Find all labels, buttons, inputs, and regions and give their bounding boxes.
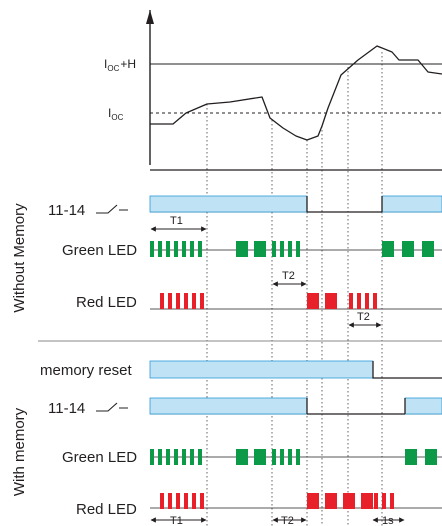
led-pulse <box>307 293 319 309</box>
led-pulse <box>405 449 417 465</box>
led-pulse <box>198 449 202 465</box>
without-memory-group: Without Memory 11-14 T1 Green LED T2 Red… <box>11 195 442 328</box>
t2-red-label: T2 <box>357 311 370 323</box>
led-pulse <box>176 493 180 509</box>
current-graph: IOC+H IOC <box>104 10 442 171</box>
relay-on-bar <box>404 397 442 415</box>
one-second-label: 1s <box>382 515 394 526</box>
led-pulse <box>166 241 170 257</box>
led-pulse <box>190 449 194 465</box>
led-pulse <box>390 493 394 509</box>
led-pulse <box>325 293 337 309</box>
led-pulse <box>349 293 353 309</box>
led-pulse <box>343 493 355 509</box>
led-pulse <box>296 449 300 465</box>
relay-off-trace <box>306 196 383 213</box>
green-led-label: Green LED <box>62 242 137 259</box>
led-pulse <box>373 293 377 309</box>
timing-guides <box>206 52 383 526</box>
led-pulse <box>325 493 337 509</box>
relay-off-trace <box>306 398 406 415</box>
led-pulse <box>184 493 188 509</box>
led-pulse <box>192 293 196 309</box>
led-pulse <box>236 449 248 465</box>
led-pulse <box>307 493 319 509</box>
led-pulse <box>200 493 204 509</box>
led-pulse <box>296 241 300 257</box>
current-curve <box>150 45 442 141</box>
green-led-label: Green LED <box>62 449 137 466</box>
led-pulse <box>288 241 292 257</box>
led-pulse <box>166 449 170 465</box>
led-pulse <box>280 449 284 465</box>
memory-reset-label: memory reset <box>40 362 133 379</box>
led-pulse <box>288 449 292 465</box>
led-pulse <box>425 449 437 465</box>
led-pulse <box>374 493 378 509</box>
led-pulse <box>160 493 164 509</box>
group-label-without-memory: Without Memory <box>11 203 28 313</box>
led-pulse <box>382 241 394 257</box>
led-pulse <box>160 293 164 309</box>
t1-label: T1 <box>170 515 183 526</box>
led-pulse <box>158 449 162 465</box>
led-pulse <box>168 493 172 509</box>
memory-reset-trace <box>372 361 442 379</box>
led-pulse <box>150 241 154 257</box>
led-pulse <box>402 241 414 257</box>
t1-label: T1 <box>170 215 183 227</box>
t2-green-label: T2 <box>282 270 295 282</box>
green-led-pulses <box>150 241 434 257</box>
led-pulse <box>158 241 162 257</box>
led-pulse <box>150 449 154 465</box>
relay-on-bar <box>149 397 308 415</box>
led-pulse <box>174 241 178 257</box>
led-pulse <box>254 241 266 257</box>
led-pulse <box>254 449 266 465</box>
relay-contact-icon <box>96 402 128 412</box>
led-pulse <box>192 493 196 509</box>
led-pulse <box>280 241 284 257</box>
red-led-label: Red LED <box>76 294 137 311</box>
led-pulse <box>361 493 373 509</box>
relay-contact-icon <box>96 204 128 214</box>
led-pulse <box>236 241 248 257</box>
relay-label: 11-14 <box>48 400 85 417</box>
red-led-label: Red LED <box>76 501 137 518</box>
memory-reset-bar <box>149 360 374 379</box>
led-pulse <box>272 449 276 465</box>
red-led-pulses <box>160 493 394 509</box>
red-led-pulses <box>160 293 377 309</box>
led-pulse <box>272 241 276 257</box>
led-pulse <box>174 449 178 465</box>
led-pulse <box>182 449 186 465</box>
green-led-pulses <box>150 449 437 465</box>
led-pulse <box>422 241 434 257</box>
led-pulse <box>176 293 180 309</box>
threshold-lower-label: IOC <box>108 106 124 122</box>
y-axis-arrow-icon <box>146 10 154 24</box>
led-pulse <box>198 241 202 257</box>
led-pulse <box>168 293 172 309</box>
led-pulse <box>184 293 188 309</box>
led-pulse <box>365 293 369 309</box>
with-memory-group: With memory memory reset 11-14 Green LED… <box>11 360 442 526</box>
relay-on-bar <box>149 195 308 213</box>
led-pulse <box>200 293 204 309</box>
relay-label: 11-14 <box>48 202 85 219</box>
group-label-with-memory: With memory <box>11 407 28 496</box>
led-pulse <box>357 293 361 309</box>
threshold-upper-label: IOC+H <box>104 57 136 73</box>
t2-label: T2 <box>281 515 294 526</box>
relay-on-bar <box>381 195 442 213</box>
led-pulse <box>382 493 386 509</box>
led-pulse <box>190 241 194 257</box>
led-pulse <box>182 241 186 257</box>
